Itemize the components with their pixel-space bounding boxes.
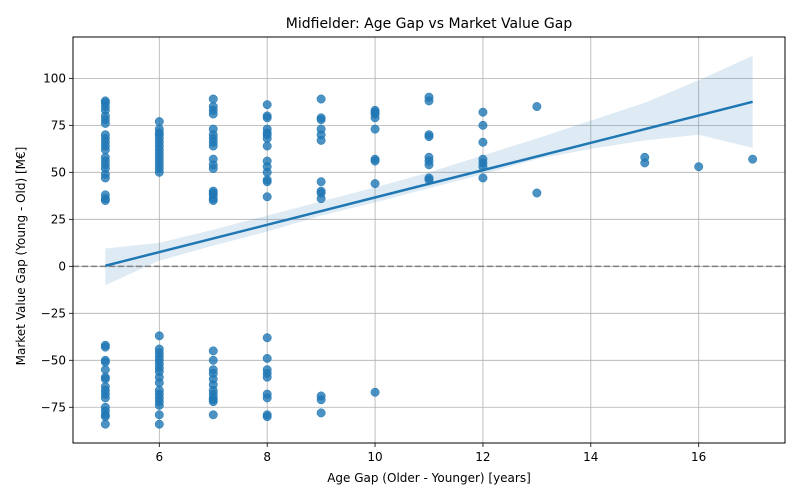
data-points-layer [100, 92, 758, 429]
data-point [100, 374, 110, 384]
data-point [154, 167, 164, 177]
data-point [370, 387, 380, 397]
data-point [316, 115, 326, 125]
plot-frame [72, 36, 786, 444]
data-point [532, 102, 542, 111]
fit-line-layer [105, 100, 753, 267]
data-point [262, 353, 272, 363]
data-point [316, 94, 326, 104]
x-axis-label: Age Gap (Older - Younger) [years] [327, 471, 531, 485]
data-point [262, 372, 272, 382]
y-axis-label: Market Value Gap (Young - Old) [M€] [14, 147, 28, 366]
data-point [262, 333, 272, 343]
data-point [640, 158, 650, 168]
data-point [262, 100, 272, 110]
regression-line [105, 100, 753, 267]
data-point [208, 164, 218, 174]
y-tick-label: 50 [51, 165, 66, 179]
data-point [424, 160, 434, 170]
data-point [208, 109, 218, 119]
data-point [748, 154, 758, 164]
data-point [532, 188, 542, 198]
data-point [100, 145, 110, 155]
data-point [262, 177, 272, 187]
data-point [694, 162, 704, 172]
data-point [370, 124, 380, 134]
y-axis-ticks: −75 −50 −25 0 25 50 75 100 [41, 71, 73, 414]
data-point [100, 342, 110, 352]
x-tick-label: 10 [367, 450, 382, 464]
data-point [262, 134, 272, 143]
data-point [424, 96, 434, 106]
y-tick-label: −50 [41, 353, 66, 367]
confidence-band [105, 55, 753, 286]
y-tick-label: 25 [51, 212, 66, 226]
data-point [478, 120, 488, 130]
x-axis-ticks: 6 8 10 12 14 16 [155, 443, 706, 464]
data-point [316, 177, 326, 187]
data-point [154, 419, 164, 429]
data-point [100, 357, 110, 367]
chart-title: Midfielder: Age Gap vs Market Value Gap [286, 16, 573, 32]
data-point [262, 167, 272, 177]
data-point [262, 113, 272, 123]
data-point [262, 141, 272, 151]
data-point [154, 410, 164, 420]
data-point [370, 156, 380, 166]
x-tick-label: 16 [691, 450, 706, 464]
data-point [478, 107, 488, 117]
data-point [478, 137, 488, 147]
x-tick-label: 8 [263, 450, 271, 464]
data-point [262, 192, 272, 202]
data-point [316, 135, 326, 145]
data-point [208, 346, 218, 356]
data-point [316, 408, 326, 418]
data-point [154, 331, 164, 341]
data-point [100, 419, 110, 429]
data-point [100, 173, 110, 183]
data-point [100, 412, 110, 422]
y-tick-label: 0 [58, 259, 66, 273]
data-point [100, 365, 110, 375]
data-point [208, 196, 218, 205]
data-point [154, 378, 164, 388]
data-point [370, 179, 380, 189]
data-point [100, 119, 110, 128]
data-point [370, 113, 380, 123]
data-point [100, 196, 110, 205]
data-point [316, 395, 326, 405]
data-point [100, 393, 110, 403]
y-tick-label: −75 [41, 400, 66, 414]
data-point [208, 397, 218, 407]
y-tick-label: 100 [43, 71, 66, 85]
data-point [262, 393, 272, 403]
data-point [208, 355, 218, 365]
x-tick-label: 6 [155, 450, 163, 464]
data-point [154, 117, 164, 127]
data-point [154, 400, 164, 410]
data-point [262, 412, 272, 422]
y-tick-label: 75 [51, 118, 66, 132]
x-tick-label: 14 [583, 450, 598, 464]
confidence-band-layer [105, 55, 753, 286]
data-point [208, 94, 218, 104]
data-point [208, 141, 218, 151]
data-point [424, 132, 434, 142]
y-tick-label: −25 [41, 306, 66, 320]
data-point [478, 173, 488, 183]
data-point [208, 410, 218, 420]
x-tick-label: 12 [475, 450, 490, 464]
data-point [316, 194, 326, 204]
